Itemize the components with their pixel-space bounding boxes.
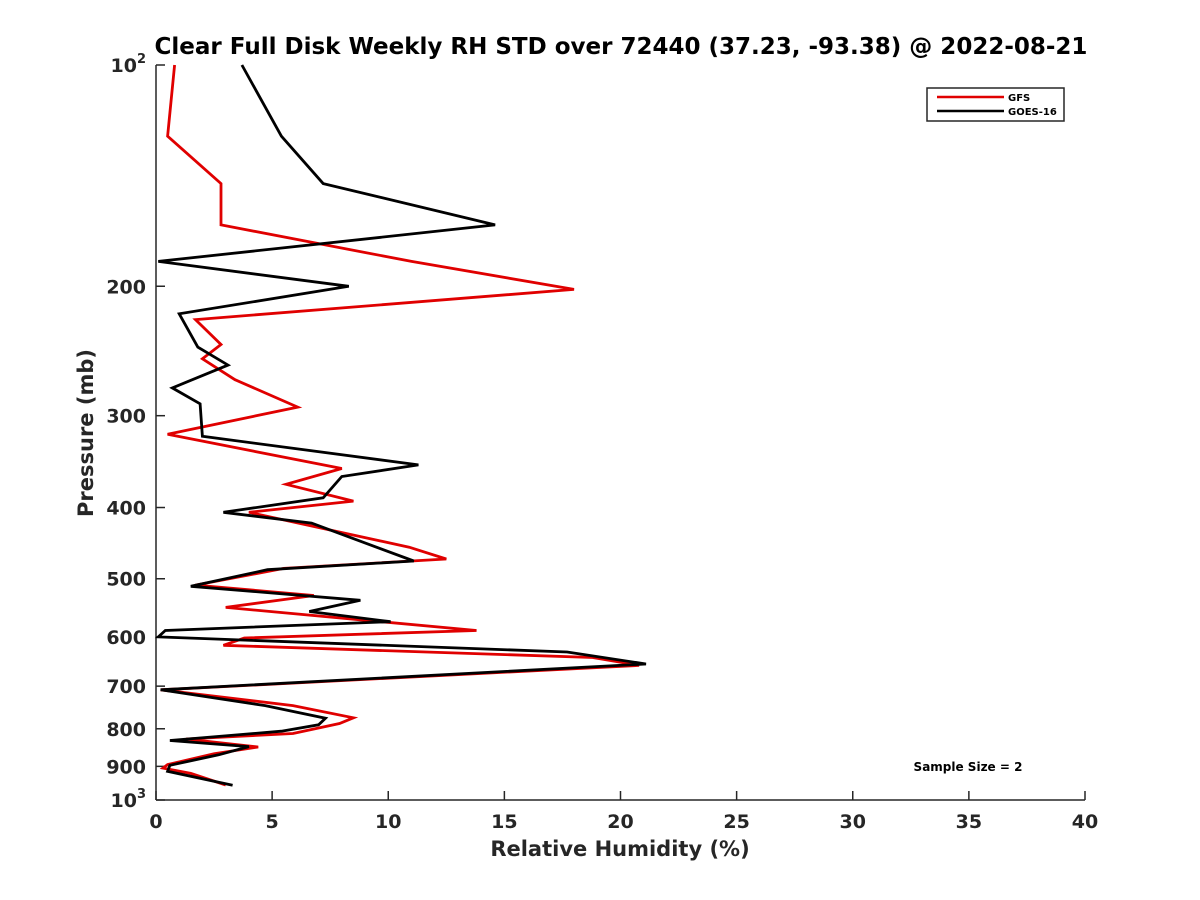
x-tick-label: 40 (1072, 811, 1098, 833)
y-tick-label-base: 400 (106, 498, 146, 520)
y-tick-label-base: 600 (106, 627, 146, 649)
y-tick-label-exponent: 2 (137, 52, 146, 67)
series-lines (154, 64, 647, 787)
y-tick-label-base: 300 (106, 406, 146, 428)
chart-title: Clear Full Disk Weekly RH STD over 72440… (155, 34, 1088, 60)
legend: GFS GOES-16 (926, 87, 1065, 122)
legend-box (926, 87, 1065, 122)
y-tick-label: 200 (106, 276, 146, 298)
y-tick-label-base: 900 (106, 756, 146, 778)
y-tick-label: 400 (106, 498, 146, 520)
y-tick-label: 700 (106, 676, 146, 698)
y-tick-label-base: 700 (106, 676, 146, 698)
legend-label-gfs: GFS (1008, 93, 1030, 104)
axes: 0 5 10 15 20 25 30 35 40102200300400500600700800… (106, 52, 1098, 833)
x-tick-label: 25 (723, 811, 749, 833)
y-tick-label: 103 (111, 787, 147, 812)
y-tick-label-base: 200 (106, 276, 146, 298)
y-tick-label: 102 (111, 52, 147, 77)
x-tick-label: 0 (149, 811, 162, 833)
x-tick-label: 30 (840, 811, 866, 833)
y-tick-label-base: 800 (106, 719, 146, 741)
x-tick-label: 10 (375, 811, 401, 833)
sample-size-annotation: Sample Size = 2 (914, 760, 1023, 774)
x-tick-label: 15 (491, 811, 517, 833)
y-tick-label-base: 10 (111, 55, 137, 77)
y-tick-label: 800 (106, 719, 146, 741)
y-tick-label: 900 (106, 756, 146, 778)
y-tick-label: 300 (106, 406, 146, 428)
x-tick-label: 35 (956, 811, 982, 833)
y-tick-label-base: 500 (106, 569, 146, 591)
y-axis-label: Pressure (mb) (74, 349, 98, 517)
y-tick-label: 600 (106, 627, 146, 649)
series-line-goes-16 (154, 64, 647, 787)
y-tick-label-base: 10 (111, 790, 137, 812)
legend-label-goes-16: GOES-16 (1008, 107, 1057, 118)
x-axis-label: Relative Humidity (%) (490, 837, 749, 861)
x-tick-label: 20 (607, 811, 633, 833)
y-tick-label-exponent: 3 (137, 787, 146, 802)
y-tick-label: 500 (106, 569, 146, 591)
x-tick-label: 5 (266, 811, 279, 833)
